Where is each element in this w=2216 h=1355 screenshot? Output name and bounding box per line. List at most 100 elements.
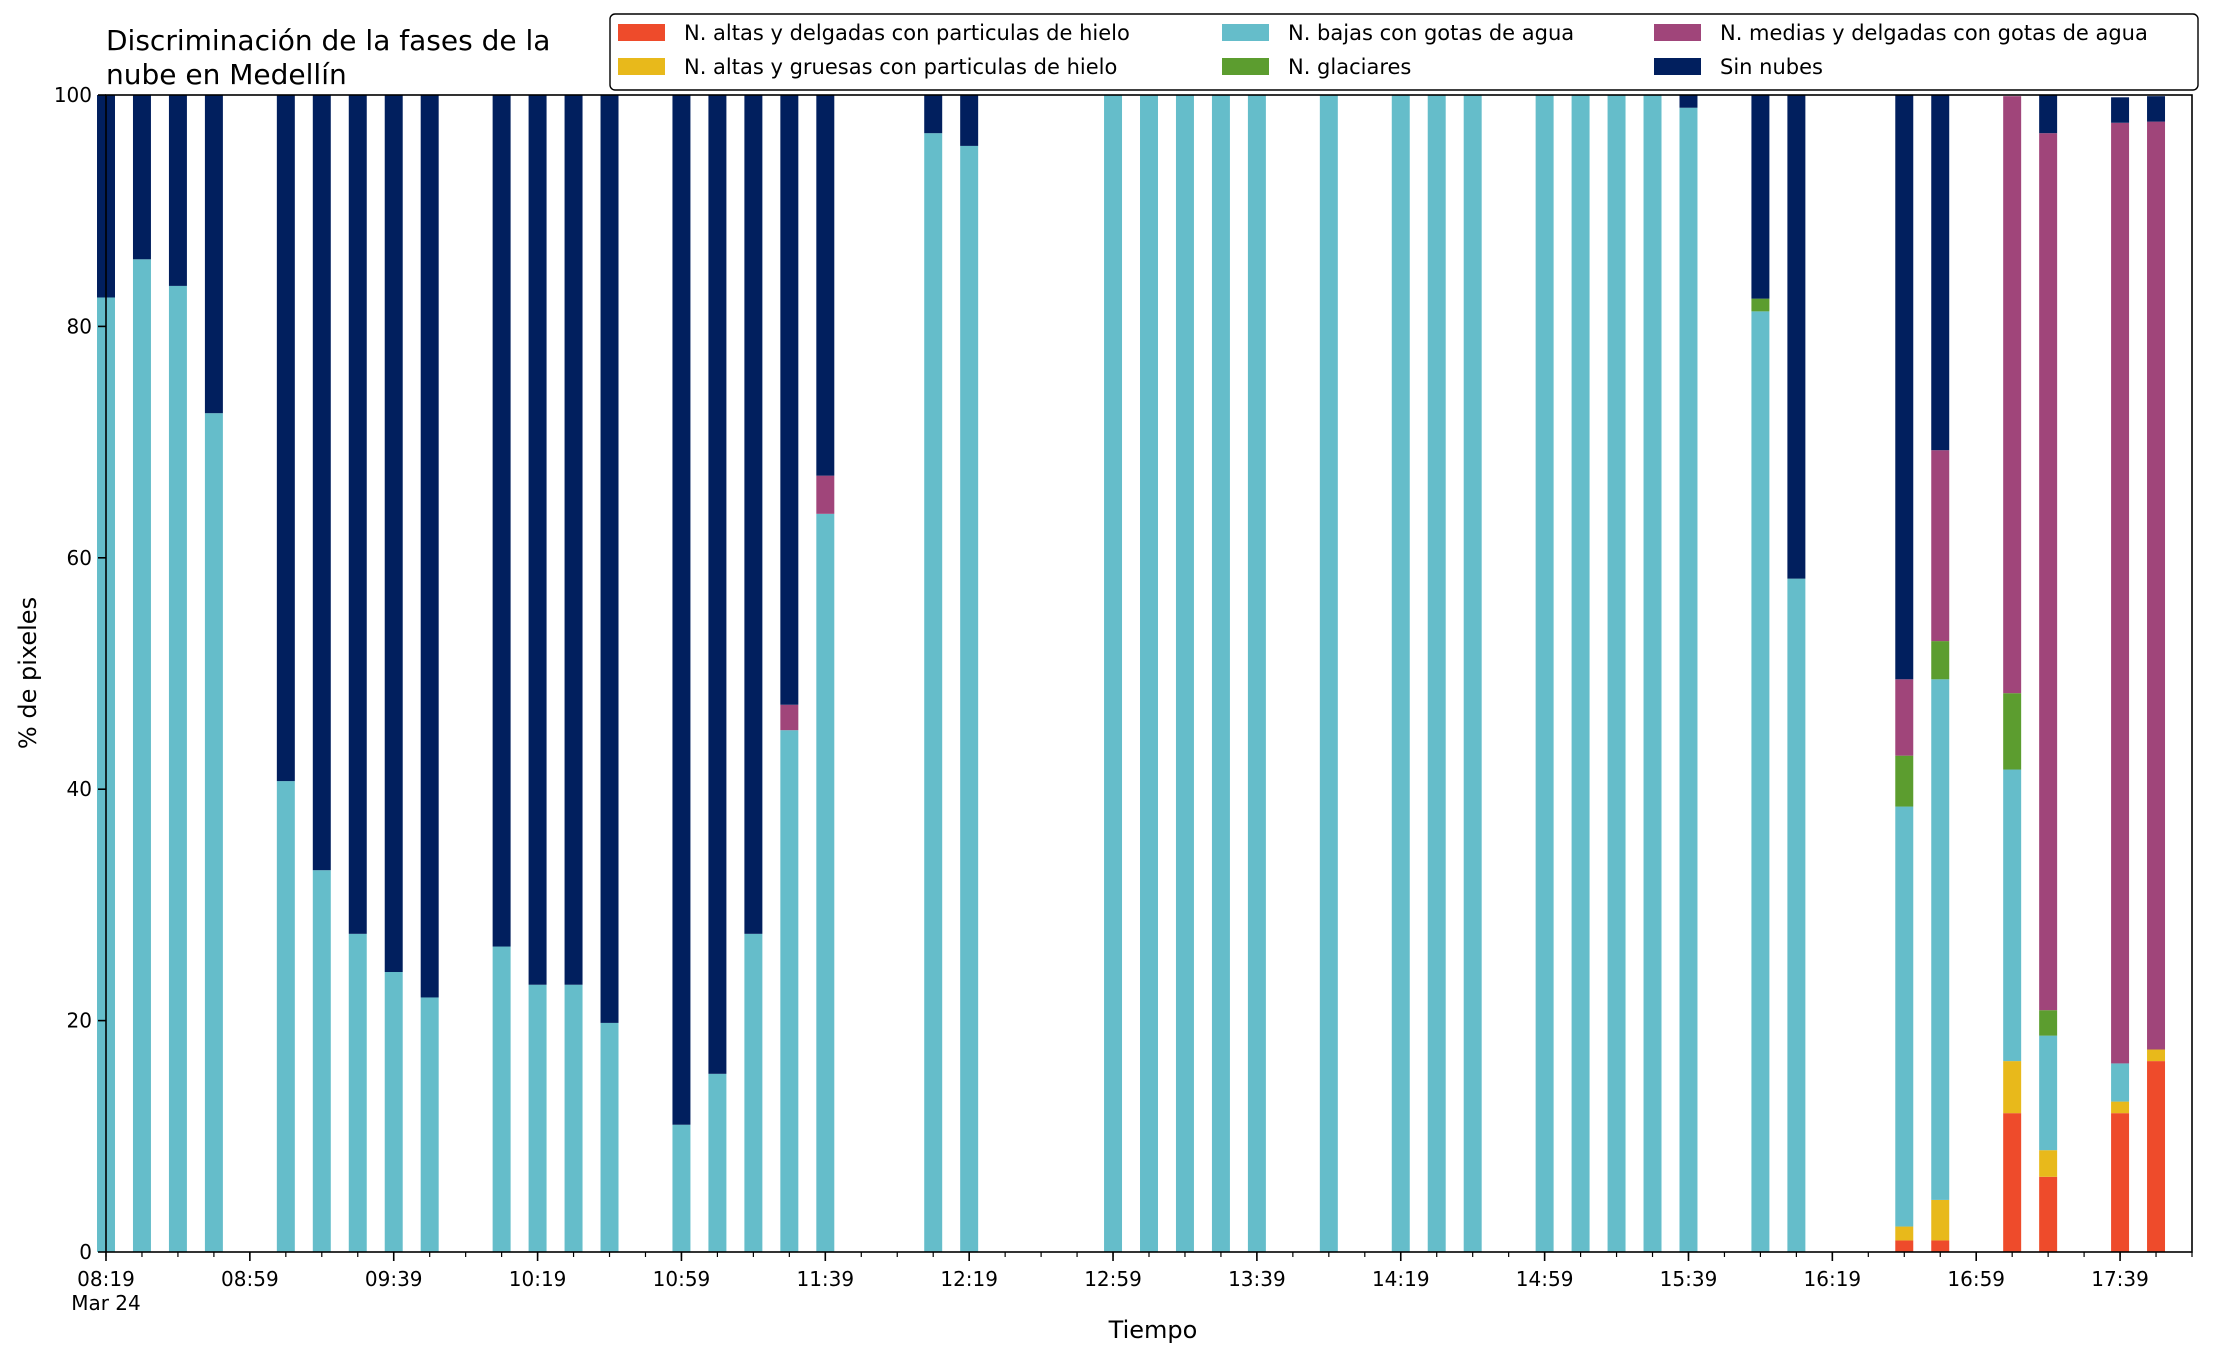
bar-segment-1709-series-1 <box>2003 1061 2022 1114</box>
x-tick-label-1219: 12:19 <box>940 1267 998 1291</box>
bar-segment-1609-series-5 <box>1787 95 1806 579</box>
bar-segment-1019-series-2 <box>528 984 547 1252</box>
bar-segment-0929-series-5 <box>348 95 367 934</box>
x-tick-label-1619: 16:19 <box>1804 1267 1862 1291</box>
bar-segment-1139-series-4 <box>816 475 835 514</box>
x-tick-label-1739: 17:39 <box>2091 1267 2149 1291</box>
bar-segment-1639-series-4 <box>1895 679 1914 756</box>
bar-segment-1119-series-5 <box>744 95 763 934</box>
bar-segment-1019-series-5 <box>528 95 547 985</box>
bar-segment-1459-series-2 <box>1535 95 1554 1252</box>
bar-segment-1739-series-0 <box>2111 1113 2130 1252</box>
x-tick-label-0939: 09:39 <box>365 1267 423 1291</box>
chart-title-line-1: Discriminación de la fases de la <box>106 24 550 57</box>
bar-segment-1739-series-2 <box>2111 1063 2130 1102</box>
x-tick-label-1539: 15:39 <box>1660 1267 1718 1291</box>
bar-segment-1739-series-4 <box>2111 122 2130 1064</box>
bar-segment-1709-series-2 <box>2003 769 2022 1062</box>
x-tick-label-1139: 11:39 <box>796 1267 854 1291</box>
y-tick-label-60: 60 <box>67 546 92 570</box>
bar-segment-1129-series-5 <box>780 95 799 705</box>
x-tick-label-0859: 08:59 <box>221 1267 279 1291</box>
bar-segment-1639-series-5 <box>1895 95 1914 680</box>
bar-segment-0919-series-5 <box>312 95 331 871</box>
bar-segment-1719-series-0 <box>2039 1176 2058 1252</box>
bar-segment-1509-series-2 <box>1571 95 1590 1252</box>
legend-swatch-1 <box>618 58 665 75</box>
bar-segment-1219-series-2 <box>960 145 979 1252</box>
bar-segment-1129-series-2 <box>780 730 799 1252</box>
bar-segment-1559-series-5 <box>1751 95 1770 299</box>
legend-label-1: N. altas y gruesas con particulas de hie… <box>684 55 1117 79</box>
bar-segment-1259-series-2 <box>1104 95 1123 1252</box>
bar-segment-1719-series-3 <box>2039 1010 2058 1036</box>
legend-swatch-4 <box>1654 24 1701 41</box>
bar-segment-1029-series-5 <box>564 95 583 985</box>
bar-segment-1559-series-2 <box>1751 311 1770 1252</box>
bar-segment-0949-series-2 <box>420 997 439 1252</box>
bar-segment-1649-series-5 <box>1931 95 1950 451</box>
bar-segment-1749-series-1 <box>2147 1049 2166 1062</box>
bar-segment-0839-series-2 <box>168 285 187 1252</box>
x-tick-label-1019: 10:19 <box>509 1267 567 1291</box>
bar-segment-1649-series-3 <box>1931 641 1950 680</box>
bar-segment-0919-series-2 <box>312 870 331 1252</box>
bar-segment-1519-series-2 <box>1607 95 1626 1252</box>
bar-segment-1439-series-2 <box>1463 95 1482 1252</box>
legend-swatch-3 <box>1222 58 1269 75</box>
bar-segment-1119-series-2 <box>744 933 763 1252</box>
bar-segment-1639-series-1 <box>1895 1226 1914 1241</box>
legend: N. altas y delgadas con particulas de hi… <box>609 13 2199 91</box>
y-tick-label-100: 100 <box>54 83 92 107</box>
bar-segment-1009-series-2 <box>492 946 511 1252</box>
bar-segment-1609-series-2 <box>1787 578 1806 1252</box>
chart-title-line-2: nube en Medellín <box>106 58 347 91</box>
x-axis-label: Tiempo <box>1108 1316 1198 1344</box>
bar-segment-1719-series-4 <box>2039 133 2058 1011</box>
bar-segment-0909-series-5 <box>276 95 295 782</box>
bar-segment-1719-series-2 <box>2039 1035 2058 1151</box>
y-tick-label-40: 40 <box>67 777 92 801</box>
bar-segment-0939-series-2 <box>384 972 403 1252</box>
bar-segment-1709-series-3 <box>2003 693 2022 770</box>
bar-segment-1129-series-4 <box>780 704 799 731</box>
bar-segment-0939-series-5 <box>384 95 403 973</box>
bar-segment-1709-series-0 <box>2003 1113 2022 1252</box>
legend-label-5: Sin nubes <box>1720 55 1823 79</box>
bar-segment-0839-series-5 <box>168 95 187 286</box>
bar-segment-1539-series-5 <box>1679 95 1698 108</box>
x-tick-sublabel: Mar 24 <box>71 1291 141 1315</box>
bar-segment-1139-series-5 <box>816 95 835 476</box>
x-tick-label-1659: 16:59 <box>1947 1267 2005 1291</box>
y-tick-label-0: 0 <box>79 1240 92 1264</box>
bar-segment-0949-series-5 <box>420 95 439 998</box>
bar-segment-1739-series-5 <box>2111 97 2130 123</box>
bar-segment-1649-series-2 <box>1931 679 1950 1200</box>
bar-segment-1719-series-5 <box>2039 95 2058 134</box>
bar-segment-1639-series-2 <box>1895 806 1914 1227</box>
bar-segment-1009-series-5 <box>492 95 511 947</box>
bar-segment-0909-series-2 <box>276 781 295 1252</box>
x-tick-label-1059: 10:59 <box>653 1267 711 1291</box>
bar-segment-0829-series-5 <box>132 95 151 260</box>
y-tick-label-20: 20 <box>67 1009 92 1033</box>
y-axis-label: % de pixeles <box>14 597 42 749</box>
legend-label-2: N. bajas con gotas de agua <box>1288 21 1574 45</box>
legend-swatch-5 <box>1654 58 1701 75</box>
bar-segment-1059-series-5 <box>672 95 691 1125</box>
bar-segment-0829-series-2 <box>132 259 151 1252</box>
bars-layer <box>97 95 2166 1253</box>
bar-segment-1749-series-0 <box>2147 1061 2166 1252</box>
x-tick-label-1419: 14:19 <box>1372 1267 1430 1291</box>
bar-segment-1649-series-1 <box>1931 1199 1950 1241</box>
bar-segment-1709-series-4 <box>2003 96 2022 694</box>
bar-segment-1029-series-2 <box>564 984 583 1252</box>
bar-segment-1639-series-0 <box>1895 1240 1914 1252</box>
bar-segment-1429-series-2 <box>1427 95 1446 1252</box>
bar-segment-0849-series-2 <box>204 413 223 1252</box>
bar-segment-0929-series-2 <box>348 933 367 1252</box>
bar-segment-1209-series-5 <box>924 95 943 134</box>
bar-segment-1039-series-5 <box>600 95 619 1023</box>
